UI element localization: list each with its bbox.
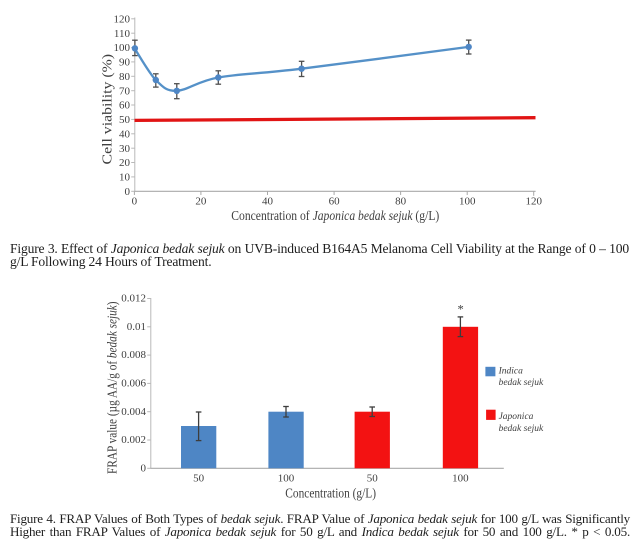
svg-text:120: 120 — [525, 196, 542, 208]
svg-text:10: 10 — [119, 172, 131, 184]
svg-text:100: 100 — [278, 473, 295, 485]
svg-text:100: 100 — [452, 473, 469, 485]
svg-text:90: 90 — [119, 57, 131, 69]
svg-text:80: 80 — [119, 71, 131, 83]
svg-text:60: 60 — [329, 196, 341, 208]
svg-text:0.006: 0.006 — [121, 378, 146, 390]
svg-text:bedak sejuk: bedak sejuk — [499, 424, 544, 434]
svg-text:50: 50 — [367, 473, 379, 485]
svg-text:*: * — [457, 303, 463, 317]
svg-text:FRAP value (µg AA/g of bedak s: FRAP value (µg AA/g of bedak sejuk) — [105, 301, 120, 474]
svg-text:40: 40 — [262, 196, 274, 208]
svg-text:110: 110 — [114, 28, 131, 40]
svg-text:100: 100 — [459, 196, 476, 208]
svg-text:0.012: 0.012 — [121, 293, 146, 305]
svg-text:50: 50 — [193, 473, 205, 485]
svg-text:0.002: 0.002 — [121, 434, 146, 446]
svg-text:0: 0 — [132, 196, 138, 208]
svg-text:Indica: Indica — [498, 367, 524, 377]
svg-text:60: 60 — [119, 100, 131, 112]
svg-text:40: 40 — [119, 128, 131, 140]
svg-text:100: 100 — [114, 42, 131, 54]
svg-text:50: 50 — [119, 114, 131, 126]
svg-text:Cell viability (%): Cell viability (%) — [101, 54, 116, 165]
svg-text:0.004: 0.004 — [121, 406, 146, 418]
svg-text:20: 20 — [119, 157, 131, 169]
svg-text:0: 0 — [125, 186, 131, 198]
svg-text:0: 0 — [141, 462, 147, 474]
svg-text:Concentration of Japonica beda: Concentration of Japonica bedak sejuk (g… — [231, 208, 439, 223]
svg-text:0.008: 0.008 — [121, 349, 146, 361]
svg-text:70: 70 — [119, 85, 131, 97]
svg-text:30: 30 — [119, 143, 131, 155]
svg-text:Concentration (g/L): Concentration (g/L) — [285, 486, 376, 501]
svg-text:Japonica: Japonica — [499, 412, 534, 422]
svg-text:20: 20 — [195, 196, 207, 208]
svg-text:120: 120 — [114, 13, 131, 25]
svg-text:bedak sejuk: bedak sejuk — [499, 378, 544, 388]
svg-text:80: 80 — [395, 196, 407, 208]
svg-text:0.01: 0.01 — [127, 321, 146, 333]
